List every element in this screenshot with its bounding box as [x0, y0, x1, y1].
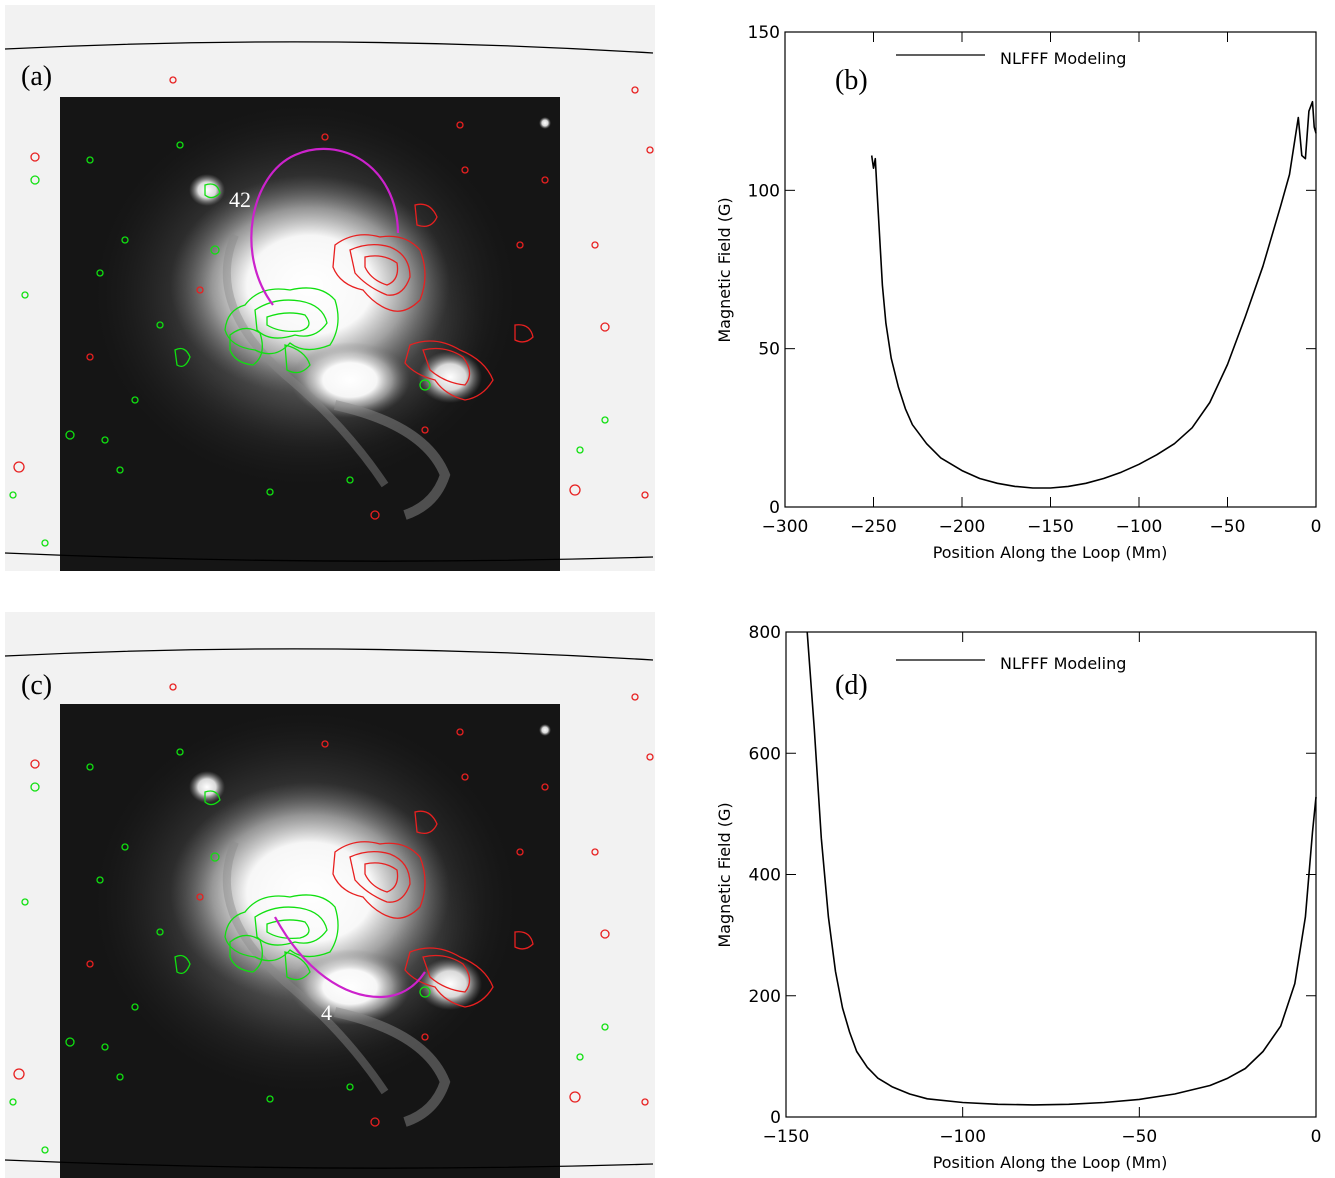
x-tick-label: −150 [763, 1127, 810, 1147]
plot-b: −300 −250 −200 −150 −100 −50 0 0 50 100 150 NLFFF… [715, 23, 1321, 562]
x-tick-label: −100 [939, 1127, 986, 1147]
legend-label: NLFFF Modeling [1000, 654, 1126, 673]
negative-polarity-contours [9, 748, 609, 1154]
field-line-loop [274, 916, 426, 999]
positive-polarity-contours [13, 683, 654, 1127]
y-tick-label: 50 [758, 340, 780, 360]
x-tick-label: 0 [1311, 517, 1322, 537]
y-axis-label: Magnetic Field (G) [715, 802, 734, 947]
y-ticks: 0 50 100 150 [748, 23, 1316, 518]
x-tick-label: −300 [762, 517, 809, 537]
panel-label-d: (d) [835, 670, 868, 701]
field-line-loop [250, 147, 400, 306]
negative-polarity-contours [9, 141, 609, 547]
x-ticks: −300 −250 −200 −150 −100 −50 0 [762, 32, 1322, 537]
y-tick-label: 200 [749, 987, 781, 1007]
limb-arc-top [4, 41, 654, 54]
series-line [806, 631, 1317, 1106]
y-tick-label: 0 [770, 1108, 781, 1128]
x-tick-label: −100 [1116, 517, 1163, 537]
panel-label-b: (b) [835, 65, 868, 96]
image-panel-c: 4 (c) [4, 612, 655, 1178]
x-axis-label: Position Along the Loop (Mm) [933, 1153, 1168, 1172]
x-tick-label: 0 [1311, 1127, 1322, 1147]
x-axis-label: Position Along the Loop (Mm) [933, 543, 1168, 562]
limb-arc-bottom [4, 1159, 654, 1169]
y-tick-label: 400 [749, 866, 781, 886]
y-tick-label: 0 [769, 498, 780, 518]
plot-d: −150 −100 −50 0 0 200 400 600 800 NLFFF Modelin… [715, 623, 1321, 1172]
coronal-emission [95, 712, 551, 1127]
y-axis-label: Magnetic Field (G) [715, 197, 734, 342]
panel-label-c: (c) [21, 670, 52, 701]
x-tick-label: −50 [1121, 1127, 1157, 1147]
series-line [870, 100, 1317, 489]
legend-label: NLFFF Modeling [1000, 49, 1126, 68]
plot-frame [784, 31, 1317, 508]
positive-polarity-contours [13, 76, 654, 520]
image-panel-a: 42 (a) [4, 5, 655, 571]
x-tick-label: −150 [1027, 517, 1074, 537]
x-tick-label: −50 [1210, 517, 1246, 537]
limb-arc-top [4, 648, 654, 661]
y-tick-label: 100 [748, 181, 780, 201]
limb-arc-bottom [4, 552, 654, 562]
x-ticks: −150 −100 −50 0 [763, 632, 1322, 1147]
x-tick-label: −200 [939, 517, 986, 537]
y-ticks: 0 200 400 600 800 [749, 623, 1316, 1128]
y-tick-label: 600 [749, 744, 781, 764]
loop-number-label: 4 [321, 1000, 332, 1025]
y-tick-label: 150 [748, 23, 780, 43]
coronal-emission [95, 105, 551, 520]
x-tick-label: −250 [850, 517, 897, 537]
panel-label-a: (a) [21, 61, 52, 92]
loop-number-label: 42 [229, 187, 251, 212]
y-tick-label: 800 [749, 623, 781, 643]
plot-frame [785, 631, 1317, 1118]
